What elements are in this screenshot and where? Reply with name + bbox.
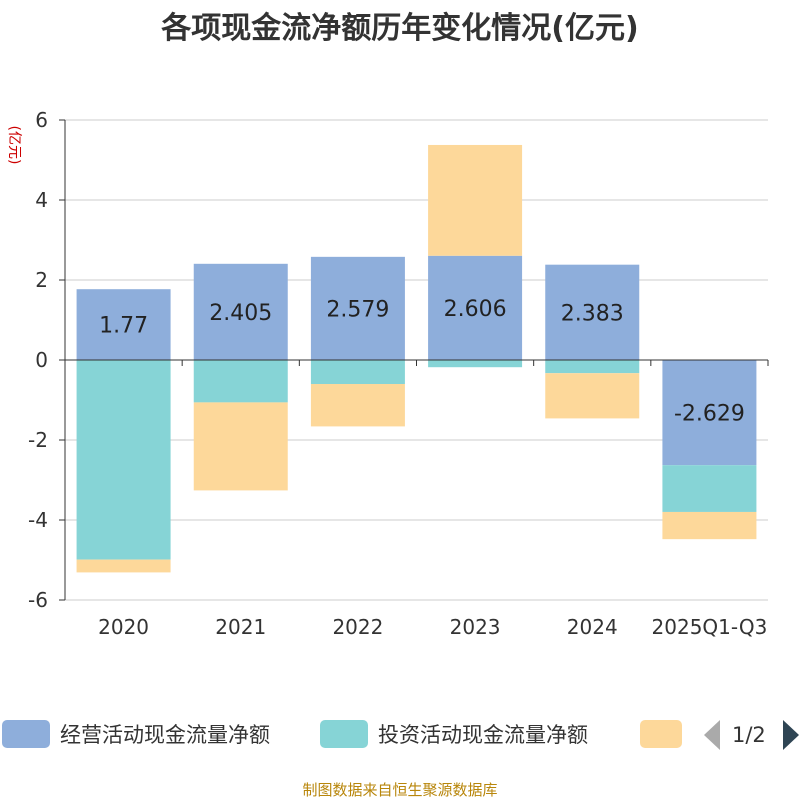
y-tick-label: -4 xyxy=(28,508,48,532)
legend-swatch-financing xyxy=(640,720,682,748)
y-tick-label: 4 xyxy=(35,188,48,212)
legend-label-operating: 经营活动现金流量净额 xyxy=(60,723,270,747)
y-tick-label: -6 xyxy=(28,588,48,612)
y-tick-label: 6 xyxy=(35,108,48,132)
x-tick-label: 2024 xyxy=(567,615,618,639)
bar-segment-2022-series-1[interactable] xyxy=(310,360,405,384)
legend-swatch-investing xyxy=(320,720,368,748)
data-label-2023: 2.606 xyxy=(444,297,507,322)
legend-prev-page-icon[interactable] xyxy=(704,720,720,750)
data-label-2020: 1.77 xyxy=(99,314,148,339)
bar-segment-2022-series-2[interactable] xyxy=(310,384,405,427)
data-label-2025Q1-Q3: -2.629 xyxy=(674,402,745,427)
grid-lines xyxy=(65,119,768,601)
y-tick-labels: 6 4 2 0 -2 -4 -6 xyxy=(28,108,48,612)
data-label-2024: 2.383 xyxy=(561,301,624,326)
data-label-2021: 2.405 xyxy=(209,301,272,326)
bar-segment-2024-series-1[interactable] xyxy=(545,360,640,374)
bar-segment-2024-series-2[interactable] xyxy=(545,373,640,419)
x-tick-label: 2023 xyxy=(450,615,501,639)
x-tick-labels: 2020 2021 2022 2023 2024 2025Q1-Q3 xyxy=(98,615,767,639)
legend-page-indicator: 1/2 xyxy=(732,723,766,747)
bar-segment-2022-series-0[interactable] xyxy=(310,256,405,360)
x-tick-label: 2020 xyxy=(98,615,149,639)
legend-next-page-icon[interactable] xyxy=(783,720,799,750)
bar-segment-2023-series-2[interactable] xyxy=(428,144,523,256)
bars xyxy=(76,144,757,573)
chart-title: 各项现金流净额历年变化情况(亿元) xyxy=(160,11,638,46)
y-axis-unit: (亿元) xyxy=(6,126,22,165)
bar-segment-2023-series-0[interactable] xyxy=(428,255,523,360)
x-tick-label: 2025Q1-Q3 xyxy=(652,615,768,639)
bar-segment-2021-series-2[interactable] xyxy=(193,402,288,491)
y-tick-label: 2 xyxy=(35,268,48,292)
legend-label-investing: 投资活动现金流量净额 xyxy=(378,723,588,747)
bar-segment-2020-series-2[interactable] xyxy=(76,559,171,573)
bar-segment-2021-series-0[interactable] xyxy=(193,263,288,360)
bar-segment-2020-series-0[interactable] xyxy=(76,289,171,360)
bar-segment-2021-series-1[interactable] xyxy=(193,360,288,403)
footer-source: 制图数据来自恒生聚源数据库 xyxy=(302,781,497,799)
legend-swatch-operating xyxy=(2,720,50,748)
axes xyxy=(59,119,769,601)
bar-segment-2024-series-0[interactable] xyxy=(545,264,640,360)
x-tick-label: 2022 xyxy=(332,615,383,639)
bar-segment-2025Q1-Q3-series-0[interactable] xyxy=(662,360,757,466)
bar-segment-2025Q1-Q3-series-2[interactable] xyxy=(662,511,757,540)
y-tick-label: -2 xyxy=(28,428,48,452)
bar-segment-2020-series-1[interactable] xyxy=(76,360,171,560)
y-tick-label: 0 xyxy=(35,348,48,372)
data-label-2022: 2.579 xyxy=(326,297,389,322)
bar-segment-2023-series-1[interactable] xyxy=(428,360,523,368)
data-labels: 1.77 2.405 2.579 2.606 2.383 -2.629 xyxy=(99,297,745,427)
legend[interactable]: 经营活动现金流量净额 投资活动现金流量净额 1/2 xyxy=(2,720,799,750)
x-tick-label: 2021 xyxy=(215,615,266,639)
bar-segment-2025Q1-Q3-series-1[interactable] xyxy=(662,465,757,512)
